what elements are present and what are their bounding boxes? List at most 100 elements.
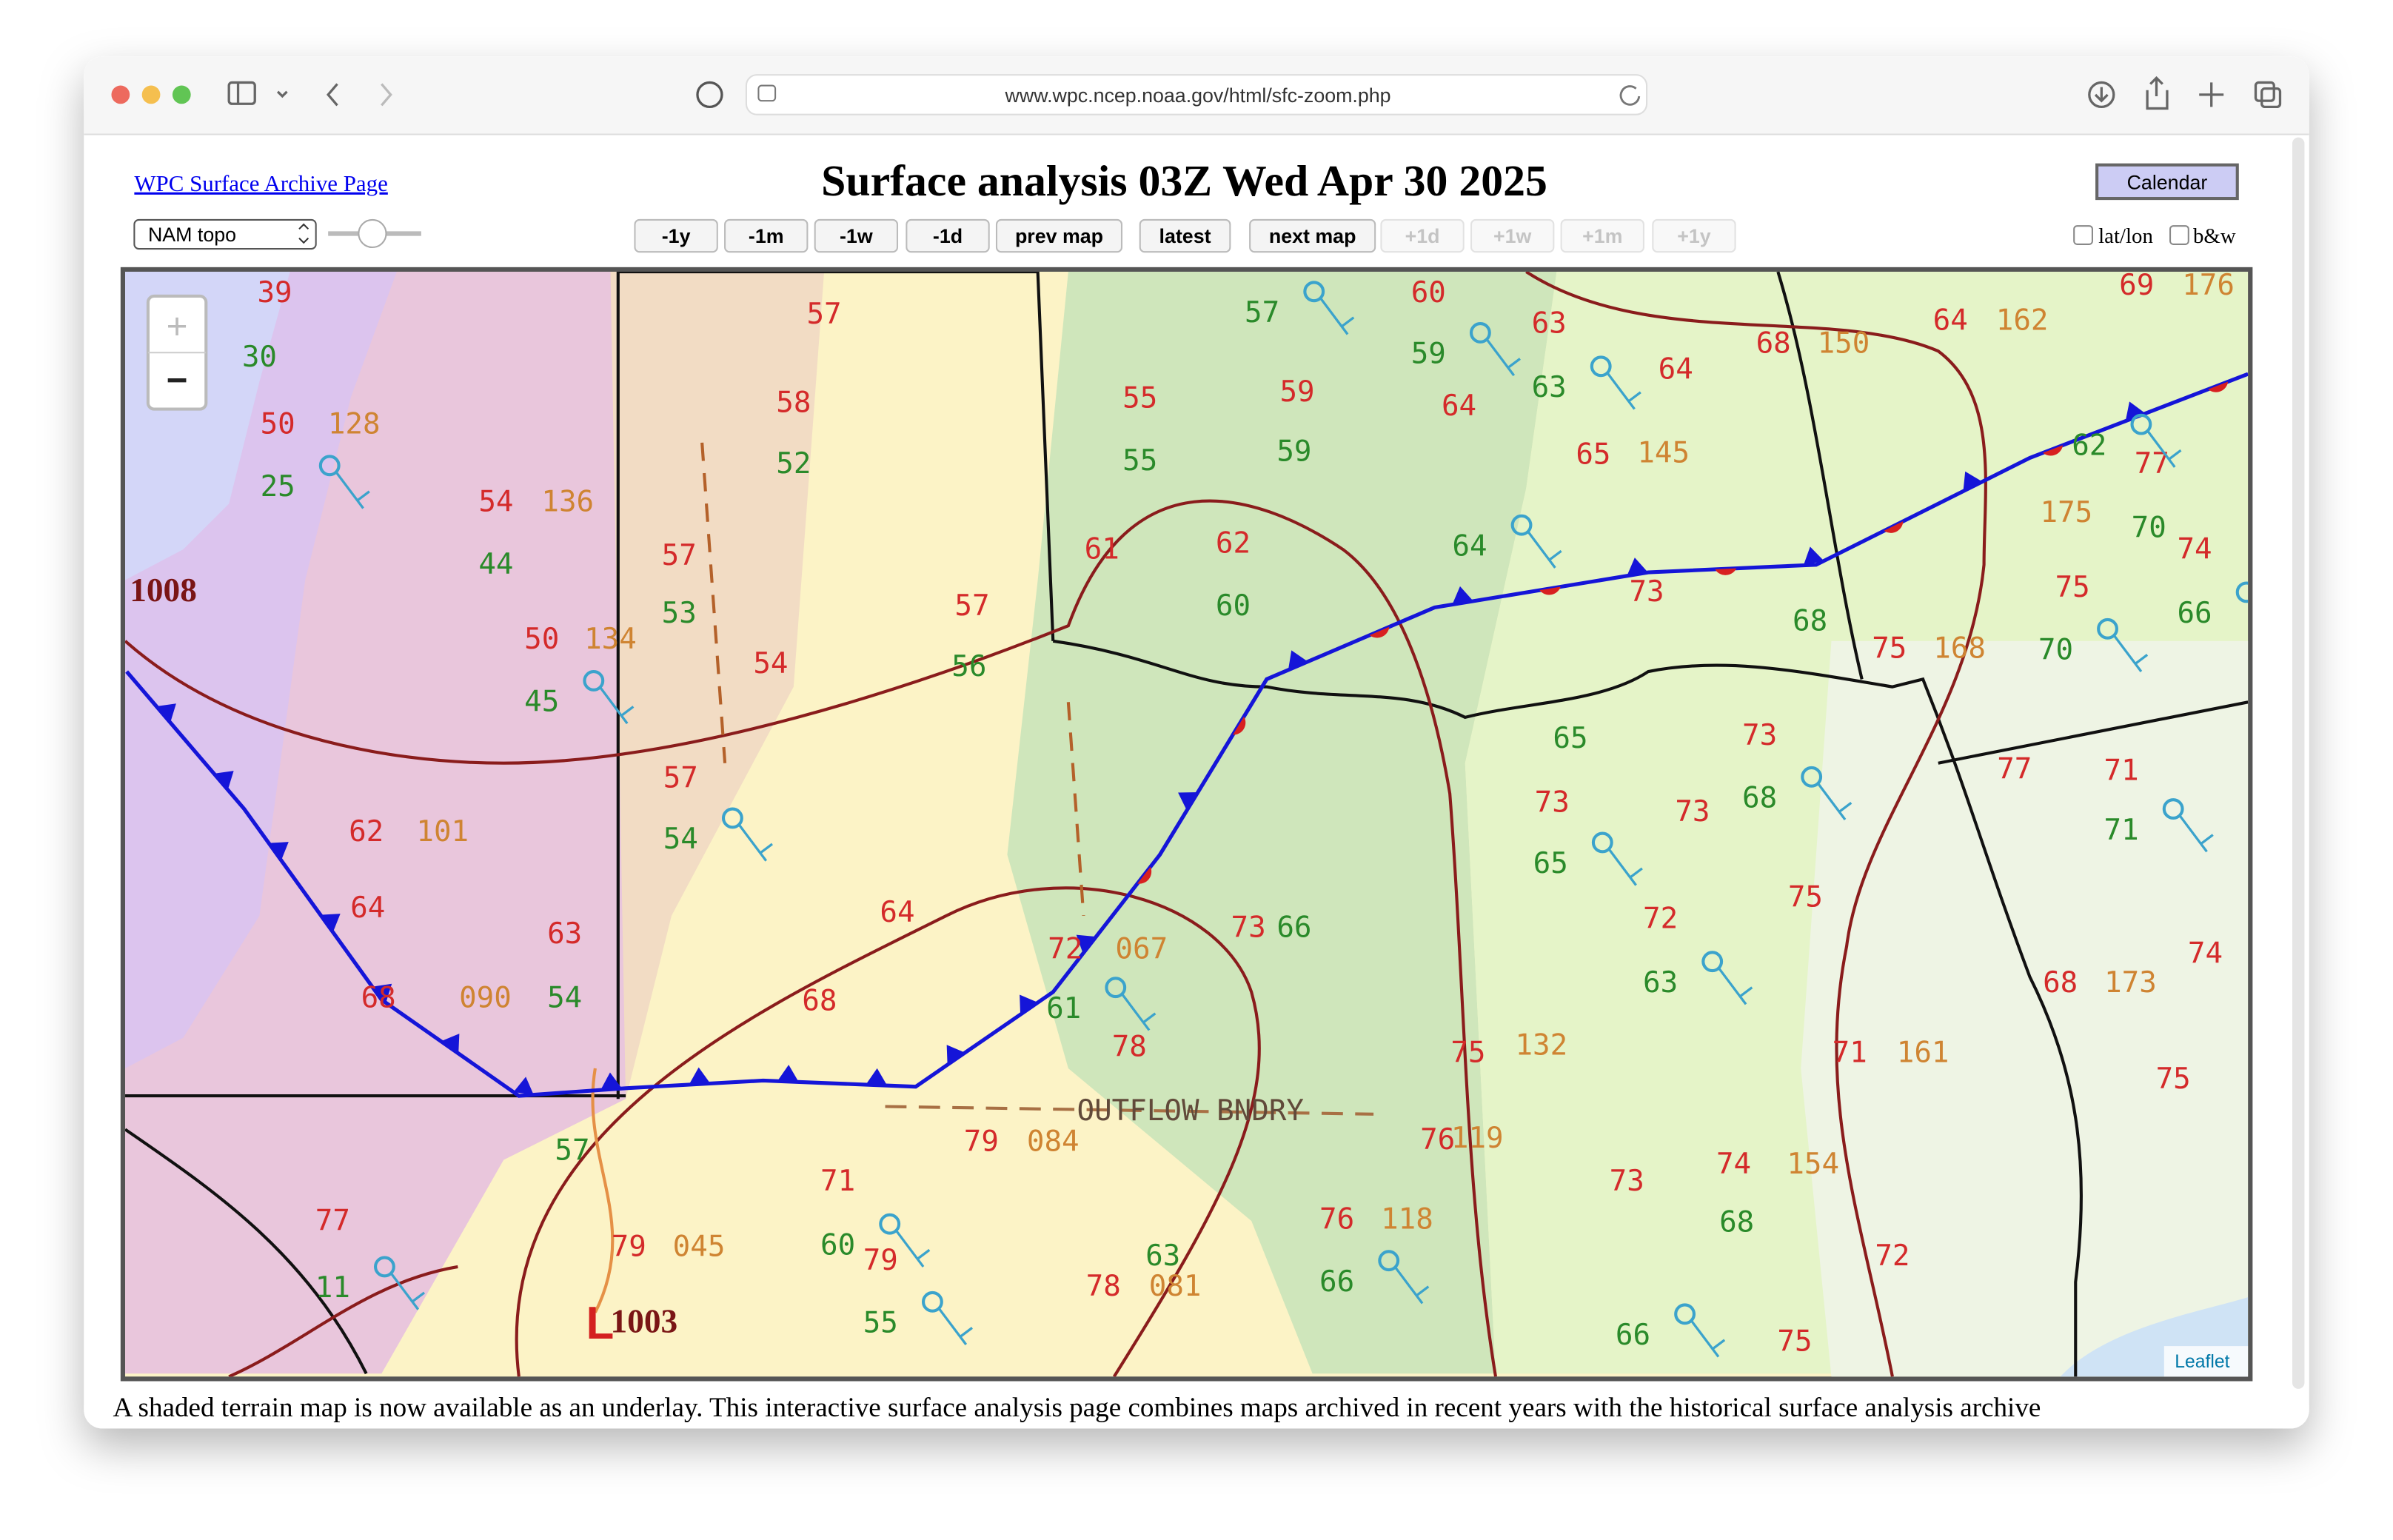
station-value: 66	[1276, 911, 1311, 945]
nav-button-label: +1m	[1582, 225, 1622, 247]
wind-barb	[894, 1229, 931, 1268]
share[interactable]	[2146, 76, 2169, 110]
nav-button[interactable]	[814, 218, 899, 253]
station-value: 52	[776, 447, 811, 481]
station-circle	[1591, 831, 1613, 854]
station-value: 72	[1048, 933, 1082, 966]
station-value: 74	[1716, 1148, 1751, 1181]
privacy-icon[interactable]	[696, 81, 723, 109]
cold-front-mark	[268, 842, 289, 861]
station-value: 75	[1450, 1037, 1485, 1070]
wind-barb	[1606, 372, 1641, 410]
nav-button[interactable]	[634, 218, 718, 253]
station-value: 55	[863, 1307, 898, 1340]
station-value: 73	[1742, 719, 1777, 752]
cold-front-mark	[1963, 471, 1983, 492]
calendar-button[interactable]	[2095, 163, 2239, 201]
tabs[interactable]	[2254, 81, 2275, 102]
checkbox-label: lat/lon	[2098, 224, 2153, 248]
sidebar-button[interactable]	[227, 81, 256, 105]
nav-button-label: next map	[1269, 225, 1356, 247]
station-circle	[721, 807, 743, 829]
station-value: 63	[1145, 1239, 1180, 1273]
station-circle	[2162, 798, 2184, 820]
station-value: 118	[1381, 1202, 1433, 1236]
station-value: 136	[541, 486, 594, 519]
station-circle	[2097, 617, 2118, 640]
cold-front-mark	[156, 703, 176, 723]
station-value: 25	[261, 470, 295, 503]
wind-barb	[1485, 338, 1521, 377]
new-tab[interactable]	[2199, 82, 2224, 107]
station-value: 76	[1420, 1123, 1455, 1156]
station-value: 176	[2182, 269, 2235, 302]
cold-front-mark	[1803, 546, 1824, 566]
back-button[interactable]	[326, 83, 338, 107]
wind-barb	[335, 471, 370, 509]
cold-front-mark	[513, 1077, 534, 1095]
minimize[interactable]	[141, 85, 161, 104]
station-value: 57	[954, 589, 989, 623]
checkbox[interactable]	[2073, 225, 2093, 245]
nav-button[interactable]	[995, 218, 1123, 253]
maximize[interactable]	[172, 85, 191, 104]
station-value: 77	[1997, 752, 2032, 786]
station-value: 067	[1115, 933, 1168, 966]
underlay-select[interactable]	[133, 218, 317, 250]
station-value: 084	[1027, 1125, 1080, 1158]
address-bar[interactable]	[745, 74, 1648, 116]
station-value: 77	[315, 1204, 350, 1237]
station-value: 72	[1643, 902, 1678, 935]
station-value: 65	[1533, 847, 1568, 880]
nav-button[interactable]	[1139, 218, 1231, 253]
checkbox[interactable]	[2169, 225, 2189, 245]
warm-front-mark	[1233, 716, 1246, 735]
forward-button[interactable]	[381, 83, 392, 107]
nav-button-disabled	[1380, 218, 1465, 253]
station-value: 66	[1319, 1265, 1354, 1299]
station-value: 78	[1112, 1030, 1147, 1063]
zoom-in[interactable]: +	[167, 307, 188, 347]
station-value: 45	[524, 686, 559, 719]
wind-barb	[1319, 297, 1355, 335]
attribution[interactable]: Leaflet	[2175, 1352, 2229, 1372]
reload[interactable]	[1619, 85, 1641, 106]
nav-button-label: -1d	[933, 225, 963, 247]
station-circle	[374, 1256, 395, 1278]
station-value: 62	[2072, 429, 2106, 462]
close[interactable]	[111, 85, 130, 104]
station-value: 73	[1535, 786, 1570, 820]
station-value: 55	[1122, 381, 1157, 415]
zoom-out[interactable]: −	[167, 360, 188, 401]
checkbox-label: b&w	[2193, 224, 2236, 248]
station-value: 62	[1216, 526, 1251, 560]
wind-barb	[1690, 1319, 1726, 1358]
station-value: 128	[328, 408, 381, 441]
station-value: 53	[662, 597, 697, 630]
station-value: 64	[1452, 529, 1487, 563]
station-value: 75	[1777, 1325, 1812, 1358]
station-value: 168	[1933, 632, 1986, 666]
station-value: 57	[806, 298, 841, 331]
warm-front-mark	[1369, 626, 1390, 638]
station-value: 54	[753, 647, 788, 680]
nav-button[interactable]	[724, 218, 809, 253]
station-value: 63	[1643, 966, 1678, 1000]
nav-button[interactable]	[1249, 218, 1376, 253]
station-value: 79	[612, 1231, 646, 1264]
nav-button[interactable]	[906, 218, 990, 253]
station-value: 71	[2104, 814, 2139, 847]
station-value: 74	[2177, 533, 2212, 566]
slider-thumb[interactable]	[358, 218, 387, 249]
downloads[interactable]	[2088, 81, 2115, 109]
station-value: 54	[663, 823, 698, 856]
wind-barb	[1717, 966, 1753, 1005]
station-value: 54	[478, 486, 513, 519]
archive-link[interactable]: WPC Surface Archive Page	[134, 170, 387, 196]
station-value: 70	[2132, 512, 2166, 545]
warm-front-mark	[2043, 445, 2064, 456]
station-value: 173	[2104, 966, 2157, 1000]
nav-button-label: latest	[1159, 225, 1211, 247]
station-value: 64	[880, 896, 914, 929]
